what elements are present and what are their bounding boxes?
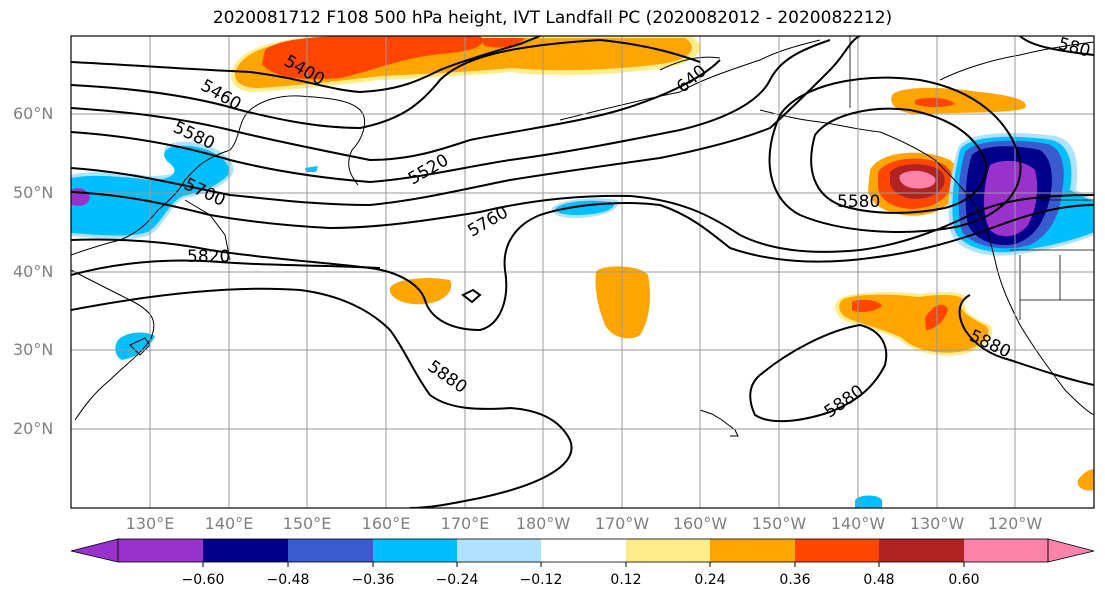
graticule [71, 36, 1094, 508]
contour-5880-east [749, 323, 888, 423]
positive-anomaly-region [891, 87, 1026, 114]
colorbar-tick-label: 0.36 [779, 572, 811, 588]
contour-label: 5760 [464, 203, 511, 242]
contour-label: 5880 [821, 381, 868, 422]
colorbar-tick-label: −0.60 [181, 572, 225, 588]
contour-5640 [71, 36, 861, 207]
contour-5880-ne [958, 294, 1094, 386]
colorbar-segment [626, 539, 710, 562]
positive-anomaly-region [262, 36, 483, 80]
contour-5460 [71, 38, 701, 130]
shading-layer [71, 36, 1094, 508]
lon-label: 120°W [987, 514, 1043, 533]
negative-anomaly-region [115, 332, 155, 360]
colorbar-frame [117, 538, 1049, 563]
map-title: 2020081712 F108 500 hPa height, IVT Land… [212, 8, 893, 28]
contour-label: 5580 [837, 192, 880, 212]
positive-anomaly-region [899, 170, 936, 189]
lat-label: 40°N [13, 262, 54, 281]
colorbar-segment [288, 539, 373, 562]
colorbar-tick-label: 0.24 [694, 572, 726, 588]
negative-anomaly-region [855, 495, 882, 508]
lon-label: 170°E [440, 514, 490, 533]
contour-5580 [71, 39, 831, 184]
contour-5820 [71, 259, 381, 276]
lon-label: 160°E [361, 514, 411, 533]
contour-5400 [71, 36, 541, 94]
colorbar-tick-label: −0.48 [266, 572, 310, 588]
lat-label: 30°N [13, 340, 54, 359]
positive-anomaly-region [915, 97, 955, 107]
colorbar-segment [964, 539, 1048, 562]
colorbar-tick-label: −0.24 [435, 572, 479, 588]
contour-label: 580 [1056, 34, 1093, 62]
positive-anomaly-region [852, 299, 882, 313]
colorbar-segment [541, 539, 626, 562]
positive-anomaly-region [595, 266, 650, 339]
colorbar-min-arrow [70, 538, 119, 563]
lat-label: 50°N [13, 183, 54, 202]
colorbar-segment [457, 539, 541, 562]
colorbar-segment [795, 539, 879, 562]
colorbar-segment [203, 539, 288, 562]
colorbar [70, 538, 1095, 567]
colorbar-max-arrow [1047, 538, 1095, 563]
lon-label: 140°W [830, 514, 886, 533]
colorbar-tick-label: 0.60 [948, 572, 980, 588]
lon-label: 170°W [594, 514, 650, 533]
lon-label: 130°W [909, 514, 965, 533]
contour-ne [1019, 36, 1094, 56]
contour-label: 5880 [424, 357, 471, 398]
lon-label: 150°W [751, 514, 807, 533]
colorbar-segment [710, 539, 795, 562]
colorbar-tick-label: 0.12 [610, 572, 642, 588]
positive-anomaly-region [1077, 469, 1094, 491]
contour-5580-closed [810, 107, 987, 214]
contour-small-loop [461, 288, 482, 304]
contour-5520 [71, 59, 721, 162]
map-plot-area: 5400 5460 5520 5580 5700 5760 5820 5880 … [71, 34, 1094, 508]
negative-anomaly-region [305, 166, 318, 172]
contour-label: 5820 [187, 247, 230, 267]
lon-label: 130°E [125, 514, 175, 533]
lat-label: 20°N [13, 419, 54, 438]
colorbar-segment [373, 539, 457, 562]
lon-label: 150°E [282, 514, 332, 533]
lat-label: 60°N [13, 104, 54, 123]
contour-5640-closed [768, 76, 1022, 233]
map-frame [70, 35, 1095, 509]
colorbar-tick-label: −0.36 [351, 572, 395, 588]
colorbar-segment [118, 539, 203, 562]
lon-label: 140°E [204, 514, 254, 533]
lon-label: 180°W [515, 514, 571, 533]
border-layer [849, 36, 1094, 320]
colorbar-segment [879, 539, 964, 562]
contour-5880-west [71, 287, 573, 508]
colorbar-tick-label: 0.48 [863, 572, 895, 588]
contour-5760 [71, 202, 1094, 332]
lon-label: 160°W [672, 514, 728, 533]
height-contours [71, 36, 1094, 508]
colorbar-tick-label: −0.12 [519, 572, 563, 588]
